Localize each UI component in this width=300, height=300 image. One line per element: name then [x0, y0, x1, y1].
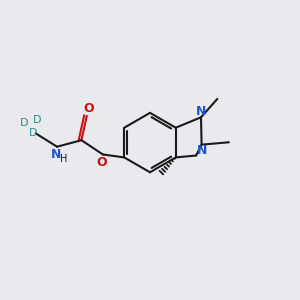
- Text: D: D: [33, 115, 41, 125]
- Text: N: N: [50, 148, 61, 161]
- Text: D: D: [28, 128, 37, 138]
- Text: O: O: [96, 156, 107, 169]
- Text: D: D: [20, 118, 28, 128]
- Text: H: H: [60, 154, 67, 164]
- Text: N: N: [196, 143, 207, 157]
- Text: O: O: [83, 102, 94, 115]
- Text: N: N: [196, 106, 206, 118]
